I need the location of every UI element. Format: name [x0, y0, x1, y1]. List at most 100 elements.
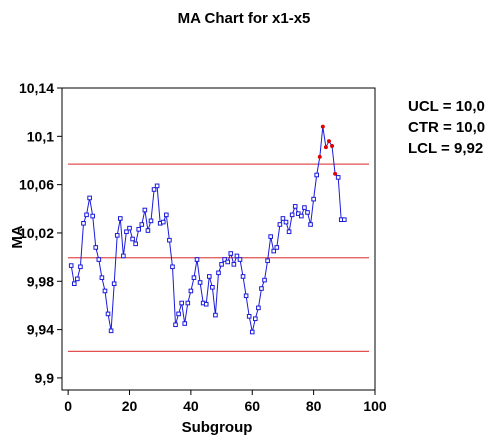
- x-axis-label: Subgroup: [182, 419, 253, 436]
- data-point: [228, 251, 234, 256]
- data-point: [124, 229, 129, 235]
- data-point: [87, 195, 92, 201]
- data-point: [142, 207, 148, 213]
- data-point: [68, 263, 74, 268]
- data-point: [99, 275, 105, 280]
- data-point: [274, 245, 280, 250]
- data-point: [210, 285, 215, 290]
- data-point: [262, 277, 267, 283]
- out-of-control-point: [333, 171, 338, 176]
- data-point: [84, 212, 89, 218]
- out-of-control-point: [326, 139, 332, 144]
- data-point: [145, 228, 151, 233]
- data-point: [197, 280, 203, 285]
- data-point: [280, 216, 286, 221]
- data-point: [176, 311, 181, 317]
- data-point: [206, 274, 212, 279]
- data-point: [136, 227, 142, 232]
- data-point: [170, 264, 175, 270]
- axes: 9,9 9,94 9,98 10,02 10,06 10,1 10,14 0 20 40 60 80 1…: [19, 80, 387, 414]
- data-point: [164, 212, 169, 218]
- data-point: [105, 311, 111, 317]
- data-point: [96, 257, 102, 262]
- data-point: [216, 270, 221, 276]
- data-point: [185, 300, 191, 306]
- data-point: [127, 225, 132, 231]
- out-of-control-point: [320, 124, 325, 129]
- data-point: [78, 264, 83, 270]
- data-point: [342, 217, 347, 222]
- data-point: [234, 253, 240, 259]
- data-point: [188, 288, 194, 294]
- data-point: [311, 196, 316, 202]
- data-point: [289, 212, 295, 218]
- x-tick-label: 20: [122, 398, 138, 414]
- data-point: [225, 259, 231, 265]
- data-point: [71, 281, 77, 286]
- data-point: [182, 321, 188, 326]
- y-tick-label: 9,9: [35, 370, 55, 386]
- data-point: [246, 314, 252, 319]
- data-point: [335, 175, 341, 180]
- data-point: [102, 288, 108, 294]
- data-point: [299, 213, 304, 219]
- data-point: [148, 218, 154, 224]
- data-point: [305, 210, 310, 215]
- out-of-control-point: [329, 143, 335, 149]
- data-point: [121, 253, 126, 259]
- x-tick-label: 60: [244, 398, 260, 414]
- data-point: [240, 274, 246, 279]
- data-point: [191, 275, 197, 280]
- ctr-label: CTR = 10,0: [408, 119, 486, 136]
- data-point: [114, 233, 120, 238]
- x-tick-label: 100: [363, 398, 387, 414]
- ma-series: [68, 124, 347, 335]
- data-point: [308, 222, 313, 227]
- ucl-label: UCL = 10,0: [408, 98, 485, 115]
- data-point: [286, 229, 292, 235]
- control-lines: [68, 163, 369, 352]
- data-point: [90, 213, 95, 219]
- data-point: [179, 300, 184, 306]
- data-point: [108, 328, 114, 334]
- ma-series-line: [70, 126, 345, 333]
- data-point: [283, 219, 289, 225]
- y-tick-label: 9,94: [27, 322, 54, 338]
- data-point: [139, 222, 145, 227]
- data-point: [93, 245, 99, 250]
- data-point: [222, 257, 227, 262]
- data-point: [295, 211, 301, 216]
- y-tick-label: 9,98: [27, 273, 54, 289]
- data-point: [173, 322, 178, 328]
- data-point: [111, 281, 117, 286]
- data-point: [167, 237, 172, 243]
- data-point: [277, 222, 283, 227]
- data-point: [219, 262, 224, 267]
- data-point: [249, 329, 255, 335]
- data-point: [292, 204, 298, 209]
- y-tick-label: 10,06: [19, 177, 54, 193]
- data-point: [265, 258, 270, 264]
- data-point: [259, 286, 264, 291]
- data-point: [302, 205, 307, 210]
- data-point: [160, 219, 166, 225]
- x-tick-label: 0: [64, 398, 72, 414]
- y-axis-label: MA: [9, 225, 26, 248]
- data-point: [154, 183, 160, 189]
- lcl-label: LCL = 9,92: [408, 140, 484, 157]
- data-point: [118, 216, 123, 221]
- data-point: [213, 312, 218, 318]
- data-point: [268, 234, 273, 239]
- data-point: [151, 187, 157, 192]
- data-point: [130, 236, 135, 242]
- data-point: [271, 248, 277, 254]
- data-point: [203, 301, 209, 307]
- out-of-control-point: [323, 145, 328, 150]
- data-point: [133, 241, 138, 247]
- data-point: [194, 257, 200, 262]
- data-point: [237, 257, 243, 262]
- chart-title: MA Chart for x1-x5: [177, 10, 311, 27]
- data-point: [253, 316, 258, 322]
